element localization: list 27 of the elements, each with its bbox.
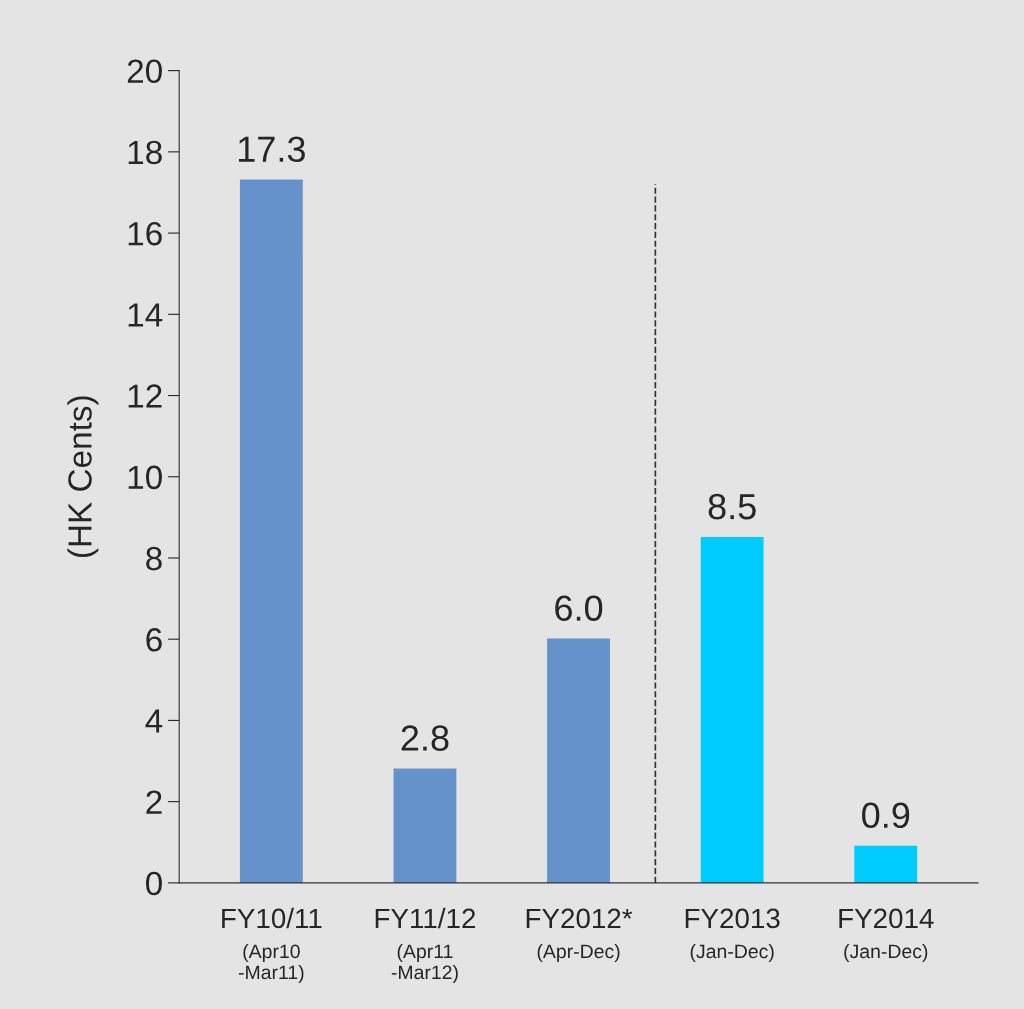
y-tick-label: 18 (128, 140, 162, 165)
bar (393, 768, 457, 883)
y-axis-title: (HK Cents) (67, 396, 99, 558)
y-tick-label: 14 (128, 303, 163, 327)
x-tick-label: FY2014 (Jan-Dec) (839, 908, 934, 963)
y-tick-label: 20 (127, 59, 162, 84)
y-tick-label: 8 (146, 546, 162, 571)
data-label: 6.0 (555, 595, 603, 621)
bar (700, 536, 764, 883)
y-tick-label: 6 (146, 628, 162, 652)
y-tick-label: 4 (145, 709, 163, 733)
x-tick-label: FY11/12 (Apr11 -Mar12) (375, 907, 476, 984)
x-tick-label: FY10/11 (Apr10 -Mar11) (222, 907, 322, 984)
y-tick-label: 0 (145, 871, 162, 896)
bar (547, 638, 610, 883)
y-tick-label: 2 (146, 790, 162, 814)
y-tick-label: 16 (128, 221, 162, 246)
x-tick-label: FY2013 (Jan-Dec) (685, 908, 780, 963)
bar (239, 179, 303, 883)
data-label: 2.8 (401, 725, 449, 751)
data-label: 17.3 (238, 136, 305, 163)
data-label: 0.9 (862, 802, 910, 829)
x-tick-label: FY2012* (Apr-Dec) (526, 908, 633, 963)
y-tick-label: 12 (128, 384, 162, 408)
bar (854, 845, 918, 883)
data-label: 8.5 (708, 493, 756, 520)
y-tick-label: 10 (128, 465, 162, 490)
